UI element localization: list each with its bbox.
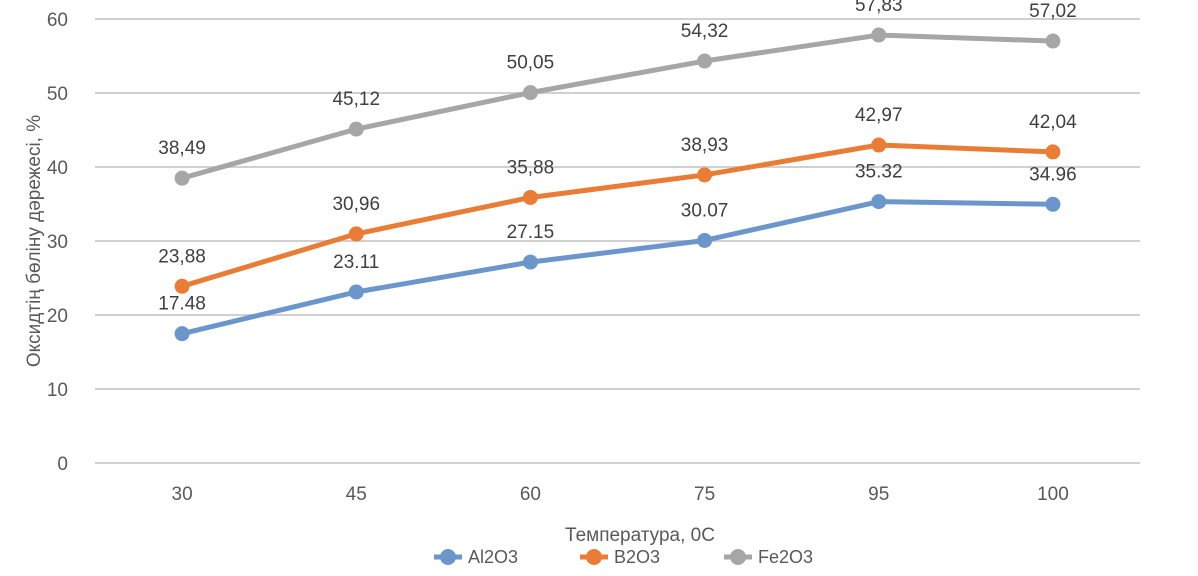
data-label: 27.15 [507, 222, 555, 243]
legend-marker [586, 549, 602, 565]
data-point [348, 284, 364, 300]
data-label: 38,93 [681, 135, 729, 156]
data-point [348, 226, 364, 242]
x-tick-label: 60 [520, 484, 541, 505]
data-point [871, 27, 887, 43]
data-labels: 17.48 23.11 27.15 30.07 35.32 34.96 23,88 30,96… [158, 0, 1077, 315]
data-point [697, 167, 713, 183]
series-B2O3 [174, 137, 1061, 294]
data-point [1045, 144, 1061, 160]
legend-marker [440, 549, 456, 565]
data-point [522, 254, 538, 270]
data-point [1045, 196, 1061, 212]
y-tick-label: 60 [47, 10, 68, 31]
series-line [179, 199, 1056, 337]
legend: Al2O3 B2O3 Fe2O3 [434, 547, 813, 567]
data-point [522, 189, 538, 205]
x-tick-label: 45 [346, 484, 367, 505]
y-tick-label: 50 [47, 84, 68, 105]
data-label: 23,88 [158, 246, 206, 267]
y-axis-title: Оксидтің бөліну дәрежесі, % [24, 115, 45, 367]
y-tick-label: 0 [57, 454, 68, 475]
data-label: 45,12 [332, 89, 380, 110]
x-tick-label: 95 [868, 484, 889, 505]
data-label: 57,83 [855, 0, 903, 16]
data-point [174, 326, 190, 342]
data-label: 42,97 [855, 105, 903, 126]
legend-item: Al2O3 [434, 547, 518, 567]
legend-label: B2O3 [614, 547, 660, 567]
y-tick-label: 10 [47, 380, 68, 401]
data-point [348, 121, 364, 137]
data-label: 38,49 [158, 138, 206, 159]
x-tick-label: 75 [694, 484, 715, 505]
y-tick-label: 40 [47, 158, 68, 179]
data-label: 17.48 [158, 294, 206, 315]
y-axis-ticks: 0 10 20 30 40 50 60 [47, 10, 68, 475]
series-line [179, 32, 1056, 181]
x-axis-title: Температура, 0С [565, 525, 715, 546]
data-label: 23.11 [333, 252, 379, 273]
data-label: 35,88 [507, 157, 555, 178]
data-label: 42,04 [1029, 112, 1077, 133]
legend-marker [730, 549, 746, 565]
series-Fe2O3 [174, 27, 1061, 186]
series-line [179, 142, 1056, 289]
legend-item: Fe2O3 [724, 547, 813, 567]
data-label: 30,96 [332, 194, 380, 215]
data-label: 57,02 [1029, 1, 1077, 22]
y-tick-label: 30 [47, 232, 68, 253]
data-point [1045, 33, 1061, 49]
legend-label: Al2O3 [468, 547, 518, 567]
data-label: 50,05 [507, 53, 555, 74]
data-label: 34.96 [1029, 164, 1077, 185]
x-axis-ticks: 30 45 60 75 95 100 [172, 484, 1069, 505]
data-point [871, 194, 887, 210]
data-label: 35.32 [855, 162, 903, 183]
series-Al2O3 [174, 194, 1061, 342]
x-tick-label: 100 [1037, 484, 1069, 505]
x-tick-label: 30 [172, 484, 193, 505]
legend-label: Fe2O3 [758, 547, 813, 567]
data-point [697, 232, 713, 248]
data-label: 54,32 [681, 21, 729, 42]
series-group [174, 27, 1061, 342]
data-point [174, 170, 190, 186]
data-point [697, 53, 713, 69]
gridlines [95, 18, 1140, 464]
data-point [871, 137, 887, 153]
legend-item: B2O3 [580, 547, 660, 567]
data-point [174, 278, 190, 294]
data-point [522, 85, 538, 101]
data-label: 30.07 [681, 200, 729, 221]
y-tick-label: 20 [47, 306, 68, 327]
